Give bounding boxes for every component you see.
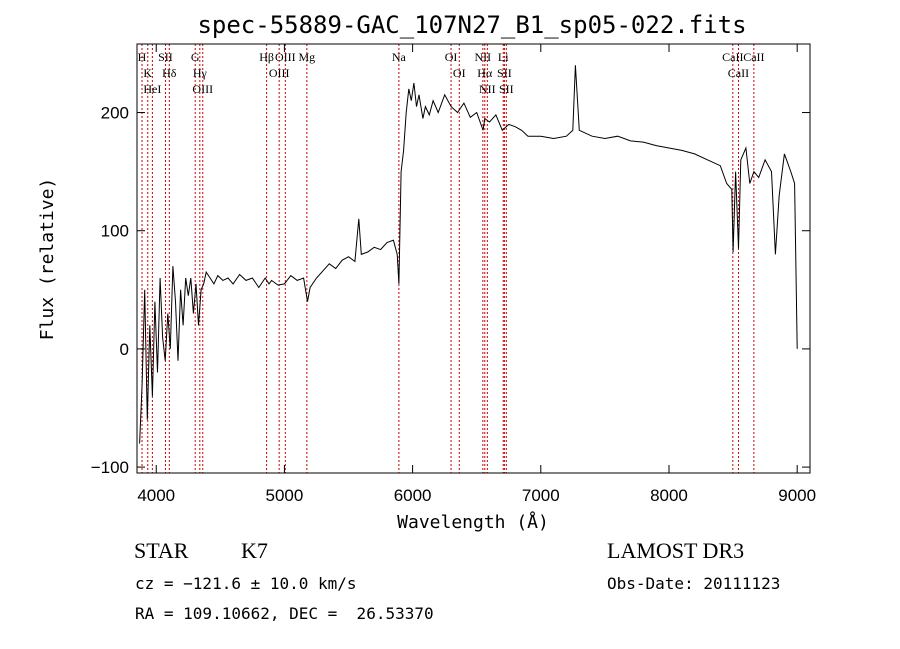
line-label-5: G xyxy=(191,50,200,64)
x-tick-label-5: 9000 xyxy=(778,486,816,505)
line-label-8: Hβ xyxy=(259,50,274,64)
line-label-2: HeI xyxy=(143,82,161,96)
spectral-line-markers xyxy=(141,44,755,473)
x-tick-label-2: 6000 xyxy=(394,486,432,505)
x-axis-ticks: 4000 5000 6000 7000 8000 9000 xyxy=(137,44,816,505)
y-tick-label-0: −100 xyxy=(91,458,129,477)
line-label-23: CaII xyxy=(743,50,764,64)
coordinates: RA = 109.10662, DEC = 26.53370 xyxy=(135,604,434,623)
line-label-15: NII xyxy=(475,50,492,64)
x-axis-label: Wavelength (Å) xyxy=(397,511,549,533)
y-axis-label: Flux (relative) xyxy=(37,178,58,341)
y-tick-label-2: 100 xyxy=(101,222,129,241)
spectrum-line xyxy=(139,65,798,444)
x-tick-label-3: 7000 xyxy=(522,486,560,505)
line-label-16: Hα xyxy=(477,66,493,80)
line-label-12: Na xyxy=(392,50,407,64)
line-label-13: OI xyxy=(445,50,458,64)
object-class: STAR xyxy=(134,538,189,563)
line-label-14: OI xyxy=(453,66,466,80)
redshift-velocity: cz = −121.6 ± 10.0 km/s xyxy=(135,574,357,593)
line-label-17: NII xyxy=(479,82,496,96)
observation-date: Obs-Date: 20111123 xyxy=(607,574,781,593)
line-label-9: OIII xyxy=(269,66,290,80)
plot-frame xyxy=(136,43,811,474)
line-label-4: Hδ xyxy=(162,66,177,80)
line-label-19: SII xyxy=(497,66,512,80)
line-label-1: K xyxy=(143,66,152,80)
y-axis-ticks: −100 0 100 200 xyxy=(91,104,810,477)
y-tick-label-1: 0 xyxy=(120,340,129,359)
line-label-3: SII xyxy=(158,50,173,64)
line-label-20: SII xyxy=(499,82,514,96)
x-tick-label-1: 5000 xyxy=(266,486,304,505)
y-tick-label-3: 200 xyxy=(101,104,129,123)
x-tick-label-0: 4000 xyxy=(137,486,175,505)
line-label-6: Hγ xyxy=(193,66,208,80)
x-tick-label-4: 8000 xyxy=(650,486,688,505)
survey-name: LAMOST DR3 xyxy=(607,538,745,563)
chart-title: spec-55889-GAC_107N27_B1_sp05-022.fits xyxy=(197,11,746,39)
line-label-11: Mg xyxy=(299,50,316,64)
spectral-subclass: K7 xyxy=(241,538,268,563)
line-label-18: Li xyxy=(498,50,509,64)
line-label-7: OIII xyxy=(192,82,213,96)
line-label-10: OIII xyxy=(275,50,296,64)
line-label-22: CaII xyxy=(728,66,749,80)
line-label-21: CaII xyxy=(722,50,743,64)
line-label-0: H xyxy=(138,50,147,64)
